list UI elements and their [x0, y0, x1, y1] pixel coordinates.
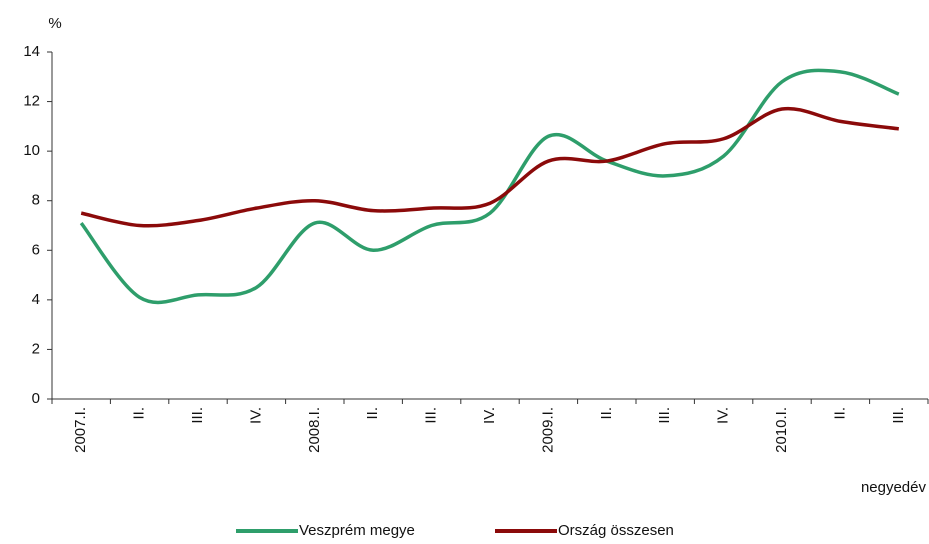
series-line [79, 68, 900, 305]
y-tick-label: 8 [32, 192, 40, 209]
series-line [80, 106, 900, 228]
y-tick-label: 0 [32, 390, 40, 407]
y-axis-label: % [48, 15, 61, 32]
y-tick-label: 14 [23, 43, 40, 60]
legend-label: Veszprém megye [299, 522, 415, 539]
x-tick-label: 2007.I. [72, 407, 89, 453]
x-tick-label: III. [423, 407, 440, 424]
x-tick-label: III. [189, 407, 206, 424]
x-tick-label: II. [364, 407, 381, 420]
x-tick-label: IV. [481, 407, 498, 424]
y-tick-label: 4 [32, 291, 40, 308]
y-tick-label: 10 [23, 142, 40, 159]
x-tick-label: 2009.I. [539, 407, 556, 453]
y-tick-label: 2 [32, 340, 40, 357]
x-tick-label: 2008.I. [306, 407, 323, 453]
x-tick-label: IV. [247, 407, 264, 424]
x-tick-label: II. [831, 407, 848, 420]
legend-label: Ország összesen [558, 522, 674, 539]
x-tick-label: III. [890, 407, 907, 424]
y-tick-label: 12 [23, 93, 40, 110]
x-axis-label: negyedév [861, 479, 927, 496]
x-tick-label: IV. [715, 407, 732, 424]
x-tick-label: II. [598, 407, 615, 420]
x-tick-label: 2010.I. [773, 407, 790, 453]
x-tick-label: III. [656, 407, 673, 424]
y-tick-label: 6 [32, 241, 40, 258]
x-tick-label: II. [131, 407, 148, 420]
